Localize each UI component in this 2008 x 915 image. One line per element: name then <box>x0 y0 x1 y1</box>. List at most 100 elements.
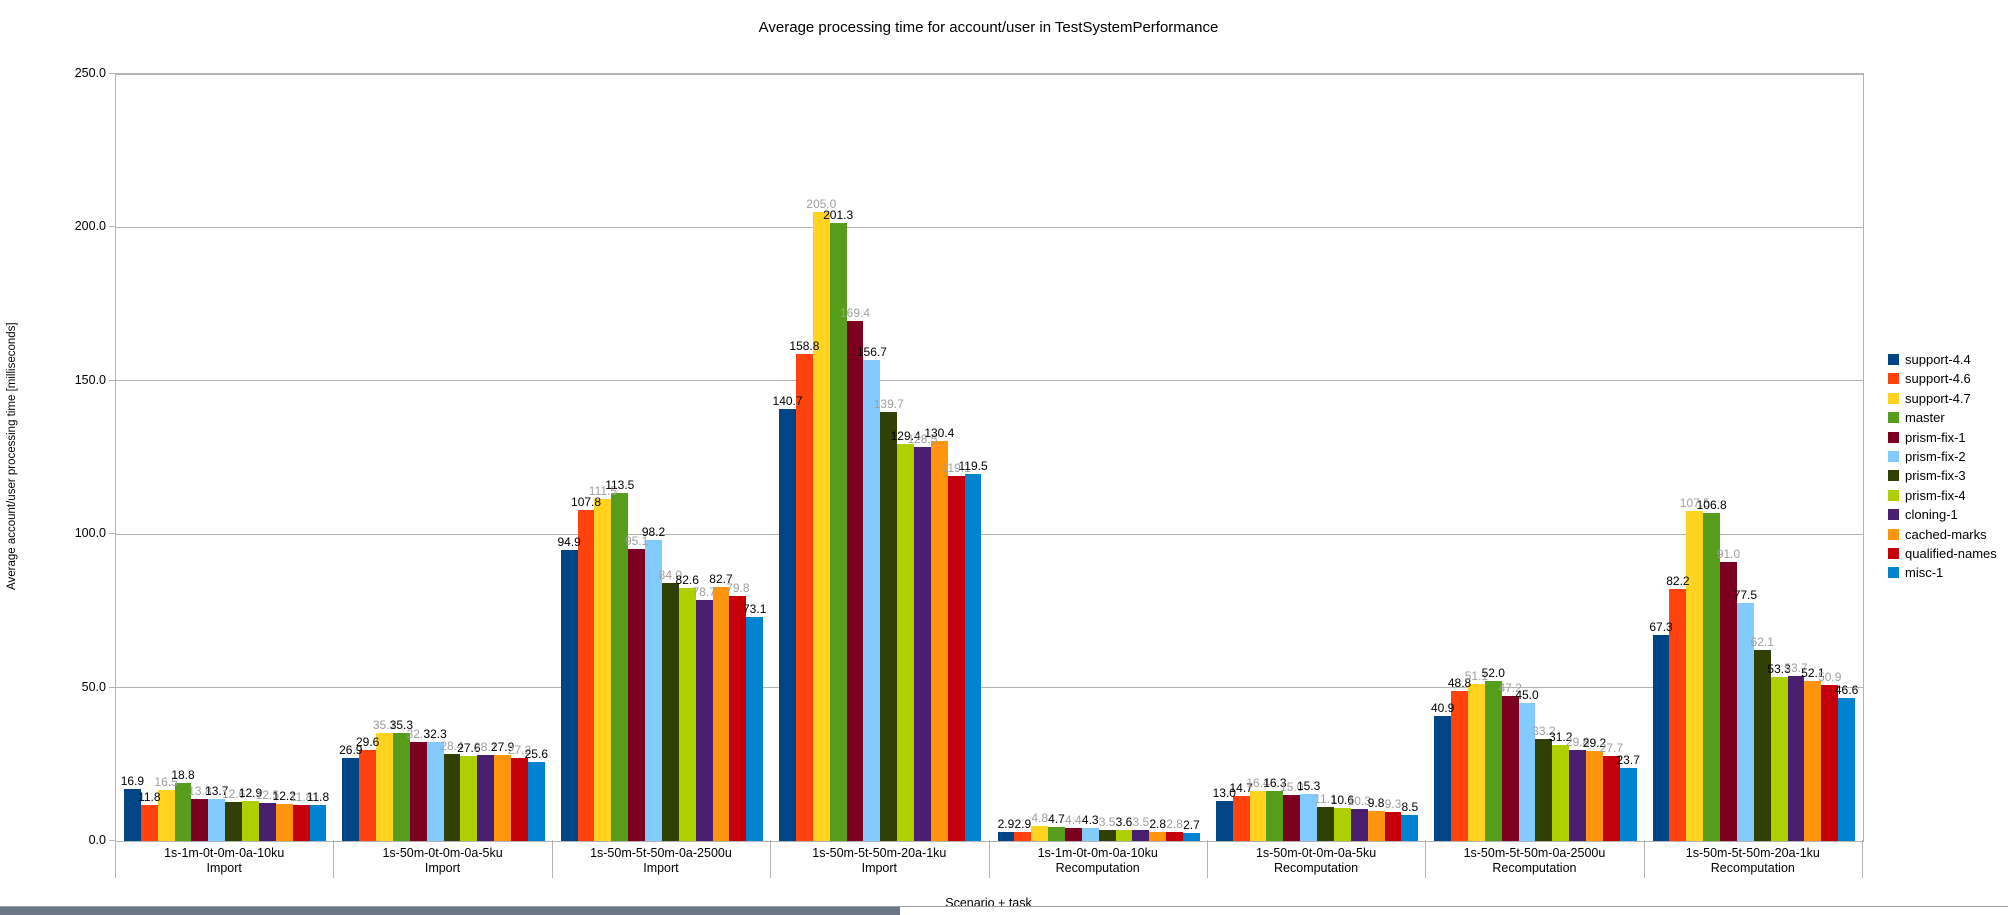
y-tick-mark <box>109 379 115 381</box>
bar-value-label: 11.8 <box>138 789 161 804</box>
bar-value-label: 156.7 <box>856 345 887 360</box>
bar-value-label: 128.5 <box>907 431 938 446</box>
legend: support-4.4 support-4.6 support-4.7 master p… <box>1888 350 1997 583</box>
bar-cloning-1 <box>1132 830 1150 841</box>
legend-item-prism-fix-2: prism-fix-2 <box>1888 447 1997 466</box>
bar-value-label: 4.4 <box>1065 812 1082 827</box>
bar-misc-1 <box>746 616 764 841</box>
bar-support-4.6 <box>1232 795 1250 841</box>
bar-value-label: 8.5 <box>1401 799 1419 814</box>
bar-value-label: 129.4 <box>890 429 921 443</box>
legend-label: prism-fix-1 <box>1905 429 1966 445</box>
bar-support-4.7 <box>376 733 393 841</box>
bar-misc-1 <box>964 474 982 841</box>
bar-prism-fix-1 <box>1283 794 1301 841</box>
y-tick-label: 200.0 <box>74 219 106 234</box>
bar-value-label: 205.0 <box>806 197 837 212</box>
y-tick-mark <box>109 226 115 228</box>
bar-support-4.4 <box>1652 634 1670 841</box>
x-tick-mark <box>1425 840 1427 878</box>
bar-value-label: 27.6 <box>457 741 481 756</box>
x-category-label: 1s-1m-0t-0m-0a-10ku Import <box>115 846 333 876</box>
bar-cloning-1 <box>914 446 931 841</box>
y-tick-mark <box>109 840 115 841</box>
bar-prism-fix-3 <box>1535 739 1553 841</box>
bar-value-label: 169.4 <box>840 306 871 321</box>
bar-value-label: 91.0 <box>1716 546 1741 561</box>
bar-value-label: 51.1 <box>1464 669 1489 684</box>
legend-label: support-4.6 <box>1905 371 1971 387</box>
bar-support-4.6 <box>1014 832 1032 841</box>
bar-value-label: 82.7 <box>709 572 733 587</box>
bar-value-label: 107.8 <box>571 495 602 510</box>
bar-value-label: 12.2 <box>272 788 296 803</box>
bar-master <box>1048 826 1065 841</box>
bar-misc-1 <box>1619 768 1637 841</box>
bar-prism-fix-1 <box>1501 696 1519 841</box>
bar-prism-fix-1 <box>409 741 427 841</box>
bar-qualified-names <box>947 475 965 841</box>
legend-swatch-icon <box>1888 547 1899 559</box>
legend-swatch-icon <box>1888 509 1899 521</box>
bar-cached-marks <box>1586 751 1603 841</box>
x-category-task: Recomputation <box>1274 861 1359 875</box>
bar-value-label: 50.9 <box>1818 669 1842 684</box>
x-category-scenario: 1s-50m-0t-0m-0a-5ku <box>382 846 503 860</box>
x-category-task: Import <box>643 861 679 875</box>
legend-item-support-4.4: support-4.4 <box>1888 350 1997 369</box>
y-tick-label: 50.0 <box>81 679 106 694</box>
legend-label: support-4.7 <box>1905 390 1971 406</box>
bar-prism-fix-4 <box>1770 677 1788 841</box>
bar-value-label: 27.9 <box>490 740 515 755</box>
bar-value-label: 25.6 <box>524 747 548 762</box>
bar-value-label: 84.0 <box>658 568 683 583</box>
x-category-task: Import <box>861 861 898 875</box>
legend-item-prism-fix-4: prism-fix-4 <box>1888 486 1997 505</box>
bar-support-4.7 <box>157 790 175 841</box>
bar-value-label: 16.5 <box>154 775 178 790</box>
bar-prism-fix-4 <box>897 444 915 841</box>
bar-support-4.7 <box>1686 511 1704 841</box>
legend-label: support-4.4 <box>1905 352 1971 367</box>
bar-prism-fix-3 <box>1098 830 1116 841</box>
x-category-scenario: 1s-50m-5t-50m-0a-2500u <box>590 846 732 860</box>
bar-value-label: 29.8 <box>1565 734 1590 749</box>
bar-support-4.4 <box>1215 801 1233 841</box>
x-category-task: Recomputation <box>1055 861 1140 875</box>
bar-value-label: 10.3 <box>1347 794 1371 809</box>
x-tick-mark <box>551 840 553 878</box>
bar-value-label: 82.2 <box>1666 573 1690 588</box>
bar-value-label: 98.2 <box>641 524 666 539</box>
bar-cached-marks <box>1149 832 1167 841</box>
bar-value-label: 12.6 <box>221 787 246 802</box>
y-tick-label: 0.0 <box>88 833 106 847</box>
x-category-scenario: 1s-1m-0t-0m-0a-10ku <box>1037 846 1158 860</box>
legend-item-qualified-names: qualified-names <box>1888 544 1997 563</box>
bar-support-4.7 <box>812 212 830 841</box>
x-tick-mark <box>988 840 990 878</box>
x-category-label: 1s-50m-5t-50m-20a-1ku Recomputation <box>1644 846 1862 876</box>
bar-prism-fix-4 <box>678 587 696 841</box>
gridline <box>116 226 1863 228</box>
bar-prism-fix-3 <box>880 412 898 841</box>
legend-label: master <box>1905 410 1945 426</box>
legend-label: prism-fix-4 <box>1905 487 1966 503</box>
bar-support-4.7 <box>1031 826 1049 841</box>
x-category-task: Recomputation <box>1710 861 1795 875</box>
x-category-scenario: 1s-1m-0t-0m-0a-10ku <box>164 846 285 860</box>
bar-value-label: 13.8 <box>188 783 212 798</box>
bar-support-4.6 <box>359 750 377 841</box>
bar-cloning-1 <box>1787 676 1805 841</box>
bar-qualified-names <box>1821 684 1839 841</box>
bar-support-4.6 <box>795 353 813 841</box>
x-category-label: 1s-50m-5t-50m-20a-1ku Import <box>770 846 988 876</box>
bar-value-label: 13.0 <box>1212 786 1236 801</box>
x-category-label: 1s-50m-0t-0m-0a-5ku Recomputation <box>1207 846 1425 876</box>
bar-prism-fix-3 <box>225 802 243 841</box>
x-tick-mark <box>1862 840 1863 878</box>
bar-value-label: 32.3 <box>406 726 430 741</box>
bar-value-label: 40.9 <box>1430 700 1455 715</box>
bar-cloning-1 <box>1569 749 1587 841</box>
bar-prism-fix-4 <box>1552 745 1570 841</box>
bar-value-label: 3.5 <box>1098 815 1116 830</box>
